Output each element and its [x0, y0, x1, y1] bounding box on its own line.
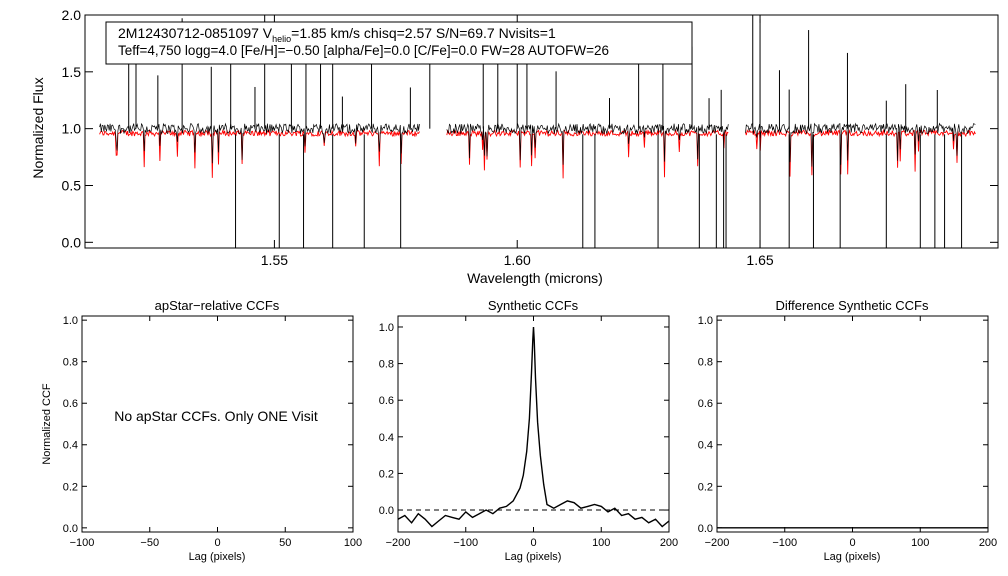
- difference-ccf-title: Difference Synthetic CCFs: [776, 298, 929, 313]
- spectrum-info-box: [105, 21, 693, 65]
- spectrum-panel: 1.55 1.60 1.65 0.0 0.5 1.0 1.5 2.0 2M12430712-0…: [30, 7, 999, 286]
- apstar-ccf-y-tick-label: 0.2: [63, 481, 78, 493]
- spectrum-plot-frame: [84, 14, 999, 249]
- ccf-y-axis-label: Normalized CCF: [41, 383, 53, 465]
- synthetic-ccf-curve: [397, 326, 670, 528]
- spectrum-x-tick-label: 1.65: [746, 252, 773, 268]
- apstar-ccf-x-axis-label: Lag (pixels): [189, 551, 246, 563]
- synthetic-ccf-y-tick-label: 0.4: [379, 432, 394, 444]
- model-spectrum-segment: [99, 128, 420, 178]
- synthetic-ccf-y-tick-label: 1.0: [379, 322, 394, 334]
- spectrum-x-tick-label: 1.55: [261, 252, 288, 268]
- synthetic-ccf-x-axis-label: Lag (pixels): [505, 551, 562, 563]
- synthetic-ccf-x-tick-label: 200: [660, 537, 678, 549]
- difference-ccf-y-tick-label: 0.0: [698, 523, 713, 535]
- model-spectrum-segment: [745, 128, 976, 177]
- spectrum-tick-group: 1.55 1.60 1.65 0.0 0.5 1.0 1.5 2.0: [62, 7, 998, 268]
- apstar-ccf-y-tick-label: 0.6: [63, 398, 78, 410]
- difference-ccf-y-tick-label: 0.2: [698, 481, 713, 493]
- difference-ccf-x-tick-label: −200: [705, 537, 730, 549]
- apstar-ccf-y-tick-label: 0.0: [63, 523, 78, 535]
- observed-spectrum-segment: [446, 122, 729, 165]
- apstar-no-data-message: No apStar CCFs. Only ONE Visit: [114, 408, 318, 424]
- model-spectrum-segment: [446, 128, 729, 179]
- difference-ccf-x-tick-label: 0: [849, 537, 855, 549]
- spectrum-model-line: [99, 128, 976, 179]
- synthetic-ccf-line-group: [397, 326, 670, 528]
- apstar-ccf-x-tick-label: 0: [214, 537, 220, 549]
- apstar-ccf-y-tick-label: 0.4: [63, 440, 78, 452]
- apstar-ccf-tick-group: −100 −50 0 50 100 0.0 0.2 0.4 0.6 0.8 1.0: [63, 315, 362, 549]
- synthetic-ccf-plot-frame: [397, 315, 670, 533]
- apstar-ccf-x-tick-label: −50: [140, 537, 159, 549]
- difference-ccf-x-tick-label: 100: [911, 537, 929, 549]
- synthetic-ccf-y-tick-label: 0.2: [379, 468, 394, 480]
- spectrum-y-tick-label: 2.0: [62, 7, 82, 23]
- difference-ccf-y-tick-label: 0.8: [698, 357, 713, 369]
- observed-spectrum-segment: [745, 122, 976, 167]
- spectrum-y-axis-label: Normalized Flux: [30, 77, 46, 178]
- synthetic-ccf-y-tick-label: 0.0: [379, 505, 394, 517]
- difference-ccf-y-tick-label: 0.6: [698, 398, 713, 410]
- spectrum-y-tick-label: 0.0: [62, 234, 82, 250]
- spectrum-y-tick-label: 0.5: [62, 178, 82, 194]
- difference-ccf-y-tick-label: 0.4: [698, 440, 713, 452]
- difference-ccf-x-axis-label: Lag (pixels): [824, 551, 881, 563]
- apstar-ccf-x-tick-label: 100: [344, 537, 362, 549]
- difference-ccf-x-tick-label: −100: [772, 537, 797, 549]
- spectrum-y-tick-label: 1.0: [62, 121, 82, 137]
- synthetic-ccf-y-tick-label: 0.6: [379, 395, 394, 407]
- spectrum-x-tick-label: 1.60: [504, 252, 531, 268]
- synthetic-ccf-x-tick-label: 100: [592, 537, 610, 549]
- spectrum-observed-line: [99, 15, 976, 248]
- apstar-ccf-x-tick-label: −100: [70, 537, 95, 549]
- apstar-ccf-plot-frame: [81, 315, 354, 533]
- spectrum-y-tick-label: 1.5: [62, 64, 82, 80]
- synthetic-ccf-panel: Synthetic CCFs −200 −100 0 100 200 0.0 0.2 0.4 0…: [379, 298, 678, 563]
- apstar-ccf-title: apStar−relative CCFs: [155, 298, 280, 313]
- difference-ccf-plot-frame: [716, 315, 989, 533]
- synthetic-ccf-y-tick-label: 0.8: [379, 359, 394, 371]
- difference-ccf-x-tick-label: 200: [979, 537, 997, 549]
- spectrum-info-line-1: 2M12430712-0851097 Vhelio=1.85 km/s chis…: [118, 25, 556, 44]
- synthetic-ccf-x-tick-label: 0: [530, 537, 536, 549]
- synthetic-ccf-x-tick-label: −200: [386, 537, 411, 549]
- spectrum-info-line-2: Teff=4,750 logg=4.0 [Fe/H]=−0.50 [alpha/…: [118, 43, 609, 58]
- synthetic-ccf-x-tick-label: −100: [453, 537, 478, 549]
- difference-ccf-y-tick-label: 1.0: [698, 315, 713, 327]
- observed-spectrum-segment: [99, 122, 420, 164]
- apstar-ccf-panel: apStar−relative CCFs −100 −50 0 50 100 0.0 0.2…: [41, 298, 362, 563]
- apstar-ccf-y-tick-label: 1.0: [63, 315, 78, 327]
- synthetic-ccf-title: Synthetic CCFs: [488, 298, 579, 313]
- apstar-ccf-y-tick-label: 0.8: [63, 357, 78, 369]
- difference-ccf-panel: Difference Synthetic CCFs −200 −100 0 100 20…: [698, 298, 997, 563]
- spectrum-x-axis-label: Wavelength (microns): [467, 270, 603, 286]
- difference-ccf-tick-group: −200 −100 0 100 200 0.0 0.2 0.4 0.6 0.8 1.0: [698, 315, 997, 549]
- apstar-ccf-x-tick-label: 50: [279, 537, 291, 549]
